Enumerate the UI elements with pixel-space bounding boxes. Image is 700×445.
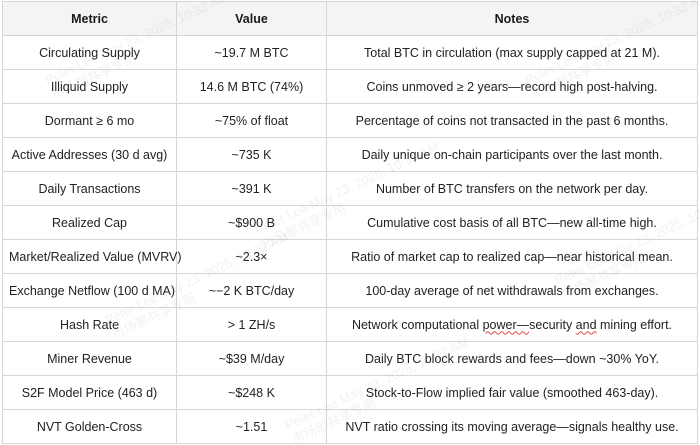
table-row: NVT Golden-Cross ~1.51 NVT ratio crossin… [2, 409, 698, 444]
value-cell: 14.6 M BTC (74%) [176, 69, 327, 104]
value-cell: ~735 K [176, 137, 327, 172]
notes-cell: Total BTC in circulation (max supply cap… [326, 35, 698, 70]
metric-cell: S2F Model Price (463 d) [2, 375, 177, 410]
metric-cell: Hash Rate [2, 307, 177, 342]
table-row: Market/Realized Value (MVRV) ~2.3× Ratio… [2, 239, 698, 274]
value-cell: ~1.51 [176, 409, 327, 444]
value-cell: ~19.7 M BTC [176, 35, 327, 70]
value-cell: ~391 K [176, 171, 327, 206]
value-cell: ~$900 B [176, 205, 327, 240]
value-cell: ~$248 K [176, 375, 327, 410]
notes-text: mining effort. [596, 317, 673, 332]
metric-cell: Illiquid Supply [2, 69, 177, 104]
table-row: Miner Revenue ~$39 M/day Daily BTC block… [2, 341, 698, 376]
metric-cell: Daily Transactions [2, 171, 177, 206]
table-row: Illiquid Supply 14.6 M BTC (74%) Coins u… [2, 69, 698, 104]
notes-cell: Cumulative cost basis of all BTC—new all… [326, 205, 698, 240]
notes-cell: Stock-to-Flow implied fair value (smooth… [326, 375, 698, 410]
notes-cell: NVT ratio crossing its moving average—si… [326, 409, 698, 444]
value-cell: ~75% of float [176, 103, 327, 138]
metric-cell: Circulating Supply [2, 35, 177, 70]
table-row: Exchange Netflow (100 d MA) ~−2 K BTC/da… [2, 273, 698, 308]
notes-cell: Daily unique on-chain participants over … [326, 137, 698, 172]
value-cell: ~2.3× [176, 239, 327, 274]
metric-cell: Realized Cap [2, 205, 177, 240]
table-row: Realized Cap ~$900 B Cumulative cost bas… [2, 205, 698, 240]
table-row: Active Addresses (30 d avg) ~735 K Daily… [2, 137, 698, 172]
table-row: Circulating Supply ~19.7 M BTC Total BTC… [2, 35, 698, 70]
notes-text: security [529, 317, 576, 332]
table-header-row: Metric Value Notes [2, 1, 698, 36]
table-row: S2F Model Price (463 d) ~$248 K Stock-to… [2, 375, 698, 410]
metric-cell: Active Addresses (30 d avg) [2, 137, 177, 172]
notes-cell: 100-day average of net withdrawals from … [326, 273, 698, 308]
table-row: Dormant ≥ 6 mo ~75% of float Percentage … [2, 103, 698, 138]
table-row: Hash Rate > 1 ZH/s Network computational… [2, 307, 698, 342]
metric-cell: Dormant ≥ 6 mo [2, 103, 177, 138]
notes-text: Network computational [351, 317, 483, 332]
value-cell: ~−2 K BTC/day [176, 273, 327, 308]
metric-cell: Miner Revenue [2, 341, 177, 376]
notes-cell: Coins unmoved ≥ 2 years—record high post… [326, 69, 698, 104]
value-cell: ~$39 M/day [176, 341, 327, 376]
table-row: Daily Transactions ~391 K Number of BTC … [2, 171, 698, 206]
spellcheck-underlined-word: and [575, 317, 597, 332]
metric-cell: NVT Golden-Cross [2, 409, 177, 444]
notes-cell: Percentage of coins not transacted in th… [326, 103, 698, 138]
header-value: Value [176, 1, 327, 36]
notes-cell: Ratio of market cap to realized cap—near… [326, 239, 698, 274]
spellcheck-underlined-word: power— [482, 317, 530, 332]
metric-cell: Exchange Netflow (100 d MA) [2, 273, 177, 308]
notes-cell: Daily BTC block rewards and fees—down ~3… [326, 341, 698, 376]
value-cell: > 1 ZH/s [176, 307, 327, 342]
notes-cell: Network computational power—security and… [326, 307, 698, 342]
metric-cell: Market/Realized Value (MVRV) [2, 239, 182, 274]
notes-cell: Number of BTC transfers on the network p… [326, 171, 698, 206]
header-notes: Notes [326, 1, 698, 36]
header-metric: Metric [2, 1, 177, 36]
